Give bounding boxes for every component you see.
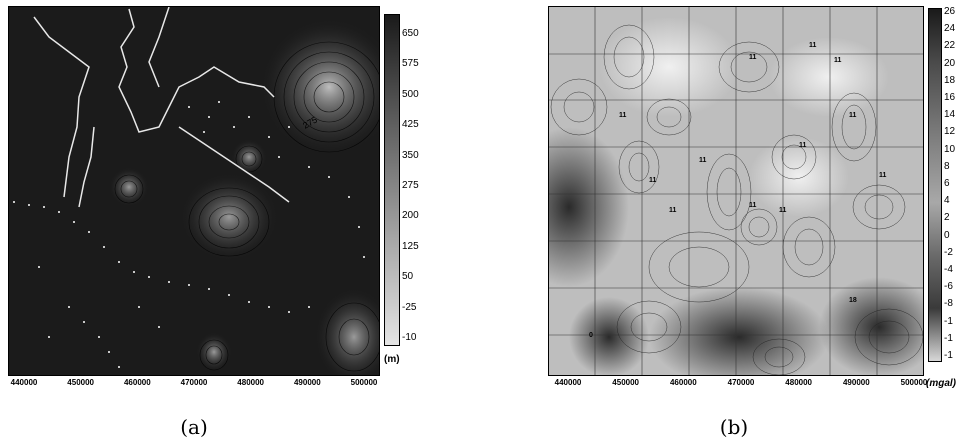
colorbar-tick-label: 575 — [402, 58, 419, 70]
caption-b: (b) — [719, 415, 749, 439]
contour-label: 11 — [849, 112, 857, 119]
x-axis-tick-label: 470000 — [180, 378, 208, 387]
gravity-anomaly-map: 11 11 11 11 11 11 11 11 11 11 11 11 18 0 — [548, 6, 924, 376]
colorbar-tick-label: 8 — [944, 160, 950, 172]
elevation-map: 275 — [8, 6, 380, 376]
contour-label: 0 — [589, 332, 593, 339]
colorbar-tick-label: 425 — [402, 119, 419, 131]
x-axis-tick-label: 450000 — [67, 378, 95, 387]
colorbar-tick-label: 350 — [402, 149, 419, 161]
contour-label: 11 — [749, 54, 757, 61]
x-axis-tick-label: 450000 — [612, 378, 640, 387]
colorbar-tick-label: 4 — [944, 195, 950, 207]
x-axis-tick-label: 490000 — [842, 378, 870, 387]
contour-label: 11 — [779, 207, 787, 214]
x-axis-tick-label: 460000 — [669, 378, 697, 387]
colorbar-b — [928, 8, 942, 362]
colorbar-tick-label: 6 — [944, 178, 950, 189]
contour-label: 11 — [669, 207, 677, 214]
colorbar-tick-label: -2 — [944, 246, 953, 258]
x-axis-tick-label: 440000 — [10, 378, 38, 387]
elevation-map-graphic: 275 — [9, 7, 379, 375]
colorbar-tick-label: -25 — [402, 301, 417, 313]
contour-label: 18 — [849, 297, 857, 304]
contour-label: 11 — [879, 172, 887, 179]
colorbar-tick-label: -1 — [944, 332, 953, 344]
contour-label: 11 — [649, 177, 657, 184]
colorbar-tick-label: -1 — [944, 315, 953, 327]
contour-label: 11 — [799, 142, 807, 149]
caption-a: (a) — [180, 415, 208, 439]
colorbar-tick-label: 125 — [402, 240, 419, 252]
colorbar-tick-label: 26 — [944, 6, 956, 17]
colorbar-tick-label: -4 — [944, 264, 953, 275]
colorbar-tick-label: 24 — [944, 23, 956, 35]
x-axis-tick-label: 480000 — [237, 378, 265, 387]
x-axis-tick-label: 470000 — [727, 378, 755, 387]
unit-label-b: (mgal) — [926, 378, 956, 389]
colorbar-tick-label: 0 — [944, 229, 950, 241]
contour-lines — [550, 24, 923, 375]
colorbar-tick-label: -10 — [402, 332, 417, 343]
x-axis-tick-label: 440000 — [554, 378, 582, 387]
x-axis-tick-label: 460000 — [123, 378, 151, 387]
contour-label: 11 — [699, 157, 707, 164]
colorbar-tick-label: 10 — [944, 143, 956, 155]
colorbar-tick-label: -8 — [944, 298, 953, 310]
colorbar-tick-label: 16 — [944, 92, 956, 103]
colorbar-tick-label: -6 — [944, 281, 953, 293]
colorbar-tick-label: 500 — [402, 88, 419, 100]
colorbar-tick-label: 2 — [944, 212, 950, 224]
colorbar-tick-label: 20 — [944, 57, 956, 69]
colorbar-tick-label: 14 — [944, 109, 956, 121]
contour-label: 11 — [749, 202, 757, 209]
gravity-anomaly-map-graphic: 11 11 11 11 11 11 11 11 11 11 11 11 18 0 — [549, 7, 923, 375]
x-axis-tick-label: 500000 — [350, 378, 378, 387]
x-axis-tick-label: 490000 — [293, 378, 321, 387]
colorbar-tick-label: 275 — [402, 180, 419, 191]
colorbar-tick-label: 12 — [944, 126, 956, 138]
colorbar-tick-label: 18 — [944, 74, 956, 86]
colorbar-tick-label: 650 — [402, 28, 419, 39]
colorbar-tick-label: 50 — [402, 271, 414, 283]
contour-label: 11 — [809, 42, 817, 49]
contour-label: 11 — [834, 57, 842, 64]
x-axis-tick-label: 480000 — [785, 378, 813, 387]
x-axis-tick-label: 500000 — [900, 378, 928, 387]
colorbar-tick-label: -1 — [944, 350, 953, 361]
colorbar-a — [384, 14, 400, 346]
colorbar-tick-label: 200 — [402, 210, 419, 222]
contour-label: 11 — [619, 112, 627, 119]
colorbar-tick-label: 22 — [944, 40, 956, 52]
unit-label-a: (m) — [384, 354, 400, 365]
grid-lines — [549, 7, 923, 375]
station-points — [13, 101, 365, 368]
